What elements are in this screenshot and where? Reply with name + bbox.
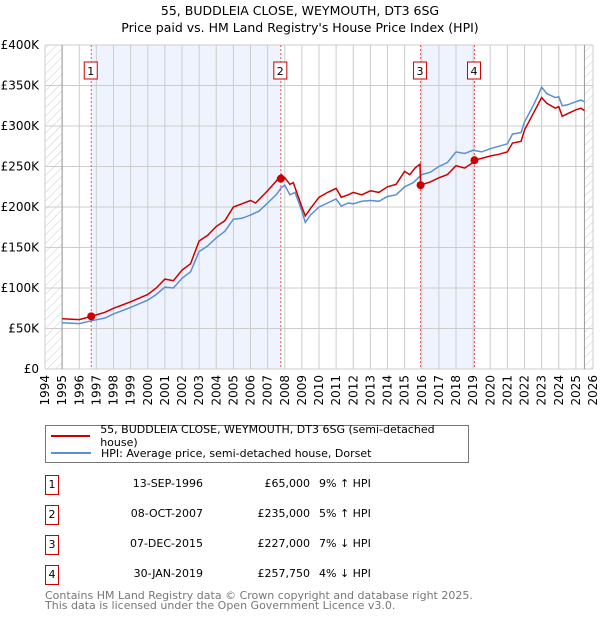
- sale-number-badge: 1: [45, 475, 59, 495]
- x-tick-label: 2003: [192, 375, 206, 406]
- y-tick-label: £400K: [1, 38, 41, 52]
- sale-number-badge: 4: [45, 565, 59, 585]
- price-chart: 1994 1995 1996 1997 1998 1999 2000 2001 2002 2003…: [1, 38, 600, 406]
- sale-hpi-diff: 5% ↑ HPI: [319, 507, 371, 520]
- x-tick-label: 1994: [38, 375, 52, 406]
- sale-number-badge: 3: [45, 535, 59, 555]
- x-tick-label: 2023: [535, 375, 549, 406]
- x-tick-label: 2012: [346, 375, 360, 406]
- transaction-row: 4 30-JAN-2019 £257,750 4% ↓ HPI: [45, 565, 465, 585]
- sale-price: £257,750: [257, 567, 311, 580]
- y-tick-label: £200K: [1, 200, 41, 214]
- y-tick-label: £150K: [1, 241, 41, 255]
- sale-date: 13-SEP-1996: [132, 477, 203, 490]
- sale-number-badge: 2: [45, 505, 59, 525]
- chart-title: 55, BUDDLEIA CLOSE, WEYMOUTH, DT3 6SG: [160, 3, 440, 18]
- sale-label: 3: [417, 65, 424, 78]
- x-tick-label: 2020: [483, 375, 497, 406]
- sale-date: 08-OCT-2007: [130, 507, 203, 520]
- transaction-row: 2 08-OCT-2007 £235,000 5% ↑ HPI: [45, 505, 465, 525]
- legend-label-property: 55, BUDDLEIA CLOSE, WEYMOUTH, DT3 6SG (s…: [100, 423, 435, 449]
- x-tick-label: 2014: [381, 375, 395, 406]
- sale-point: [470, 156, 479, 165]
- sale-point: [87, 312, 96, 321]
- x-tick-label: 1997: [89, 375, 103, 406]
- footer-copyright: Contains HM Land Registry data © Crown c…: [45, 589, 473, 602]
- x-tick-label: 2019: [466, 375, 480, 406]
- y-tick-label: £250K: [1, 160, 41, 174]
- footer-licence: This data is licensed under the Open Gov…: [45, 599, 396, 612]
- legend-swatch-blue: [51, 452, 91, 454]
- sale-date: 30-JAN-2019: [133, 567, 203, 580]
- x-tick-label: 2007: [261, 375, 275, 406]
- y-tick-label: £50K: [8, 322, 40, 336]
- sale-price: £235,000: [257, 507, 311, 520]
- chart-subtitle: Price paid vs. HM Land Registry's House …: [121, 20, 479, 35]
- y-tick-label: £350K: [1, 79, 41, 93]
- x-tick-label: 1999: [124, 375, 138, 406]
- sale-label-box: [273, 61, 288, 80]
- sale-label: 1: [87, 65, 94, 78]
- sale-price: £65,000: [264, 477, 311, 490]
- sale-hpi-diff: 9% ↑ HPI: [319, 477, 371, 490]
- x-tick-label: 2002: [175, 375, 189, 406]
- x-tick-label: 2005: [226, 375, 240, 406]
- sale-label-box: [466, 61, 481, 80]
- x-tick-label: 2015: [398, 375, 412, 406]
- x-tick-label: 2008: [278, 375, 292, 406]
- sale-label: 2: [277, 65, 284, 78]
- x-tick-label: 2004: [209, 375, 223, 406]
- x-tick-label: 2017: [432, 375, 446, 406]
- y-tick-label: £100K: [1, 281, 41, 295]
- sale-point: [276, 174, 285, 183]
- sale-price: £227,000: [257, 537, 311, 550]
- x-tick-label: 1996: [72, 375, 86, 406]
- chart-legend: 55, BUDDLEIA CLOSE, WEYMOUTH, DT3 6SG (s…: [45, 423, 469, 463]
- x-tick-label: 2021: [500, 375, 514, 406]
- sale-label: 4: [470, 65, 477, 78]
- x-tick-label: 2016: [415, 375, 429, 406]
- sale-label-box: [83, 61, 98, 80]
- x-tick-label: 2006: [244, 375, 258, 406]
- transaction-row: 3 07-DEC-2015 £227,000 7% ↓ HPI: [45, 535, 465, 555]
- x-tick-label: 2009: [295, 375, 309, 406]
- legend-item-hpi: HPI: Average price, semi-detached house,…: [51, 445, 371, 461]
- sale-hpi-diff: 7% ↓ HPI: [319, 537, 371, 550]
- sale-point: [416, 181, 425, 190]
- x-tick-label: 2000: [141, 375, 155, 406]
- transaction-row: 1 13-SEP-1996 £65,000 9% ↑ HPI: [45, 475, 465, 495]
- x-tick-label: 2001: [158, 375, 172, 406]
- x-tick-label: 2026: [586, 375, 600, 406]
- x-tick-label: 2011: [329, 375, 343, 406]
- sale-hpi-diff: 4% ↓ HPI: [319, 567, 371, 580]
- sale-label-box: [413, 61, 428, 80]
- legend-swatch-red: [51, 435, 91, 437]
- x-tick-label: 2022: [518, 375, 532, 406]
- x-tick-label: 2018: [449, 375, 463, 406]
- x-tick-label: 2010: [312, 375, 326, 406]
- legend-item-property: 55, BUDDLEIA CLOSE, WEYMOUTH, DT3 6SG (s…: [51, 423, 468, 449]
- x-tick-label: 2013: [363, 375, 377, 406]
- x-tick-label: 2025: [569, 375, 583, 406]
- sale-date: 07-DEC-2015: [129, 537, 203, 550]
- y-tick-label: £0: [24, 362, 39, 376]
- x-tick-label: 1998: [107, 375, 121, 406]
- footer: Contains HM Land Registry data © Crown c…: [45, 589, 473, 612]
- legend-label-hpi: HPI: Average price, semi-detached house,…: [101, 446, 372, 460]
- x-tick-label: 1995: [55, 375, 69, 406]
- property-price-line: [62, 96, 585, 321]
- y-tick-label: £300K: [1, 119, 41, 133]
- x-tick-label: 2024: [552, 375, 566, 406]
- hpi-line: [62, 85, 585, 325]
